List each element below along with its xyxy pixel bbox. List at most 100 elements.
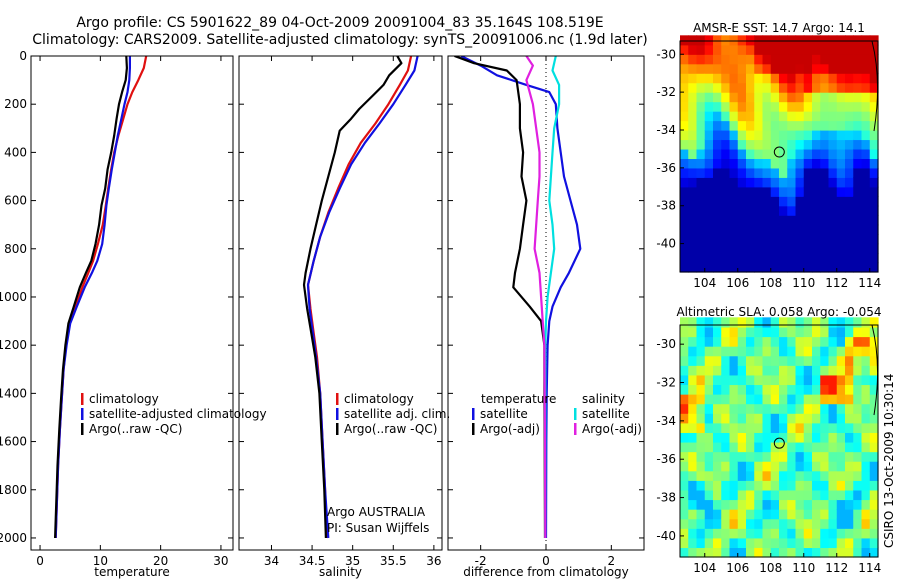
sst_map-xtick-label: 108 [759, 276, 782, 290]
sst_map-cell [812, 148, 821, 159]
sla_map-cell [704, 336, 714, 347]
sla_map-cell [812, 355, 821, 366]
sst_map-cell [688, 167, 698, 178]
sst_map-cell [803, 177, 813, 188]
sla_map-cell [754, 384, 764, 395]
sst_map-cell [828, 186, 838, 197]
sst_map-cell [779, 158, 788, 169]
sst_map-cell [803, 196, 813, 207]
sla_map-cell [828, 394, 838, 405]
sla_map-cell [779, 422, 788, 433]
sst_map-cell [787, 224, 797, 235]
sst_map-cell [853, 82, 863, 93]
sla_map-cell [795, 480, 805, 491]
depth-tick-label: 1800 [0, 483, 27, 497]
sla_map-cell [812, 499, 821, 510]
temperature-series-group [54, 56, 148, 539]
sst_map-cell [861, 63, 871, 74]
sst_map-cell [688, 54, 698, 65]
sst_map-cell [861, 253, 871, 264]
sst_map-cell [762, 148, 772, 159]
depth-tick-label: 2000 [0, 531, 27, 545]
sla_map-cell [770, 480, 780, 491]
sla_map-cell [836, 461, 846, 472]
sst_map-cell [803, 234, 813, 245]
sst_map-cell [820, 92, 830, 103]
sst_map-cell [828, 177, 838, 188]
sla_map-cell [820, 403, 830, 414]
sla_map-cell [812, 394, 821, 405]
temperature-axes-frame [30, 55, 234, 551]
sst_map-cell [688, 224, 698, 235]
sla_map-cell [869, 480, 879, 491]
sst_map-cell [795, 148, 805, 159]
sst_map-cell [812, 167, 821, 178]
sla_map-cell [746, 461, 755, 472]
sst_map-cell [680, 139, 689, 150]
temperature-legend-label: satellite-adjusted climatology [89, 407, 267, 421]
sst_map-cell [746, 224, 755, 235]
salinity-legend-label: satellite adj. clim. [344, 407, 450, 421]
sla_map-cell [787, 346, 797, 357]
difference-xtick-label: 0 [542, 554, 550, 568]
sst_map-cell [836, 262, 846, 273]
sla_map-cell [845, 365, 854, 376]
sst_map-cell [861, 35, 871, 46]
sst_map-cell [729, 73, 739, 84]
sst_map-ytick-label: -38 [656, 199, 676, 213]
sla_map-cell [803, 326, 813, 338]
sla_map-cell [729, 403, 739, 414]
sst_map-cell [820, 54, 830, 65]
sst_map-cell [836, 158, 846, 169]
sst_map-cell [820, 253, 830, 264]
sst_map-argo-marker [773, 146, 785, 158]
sst_map-cell [770, 224, 780, 235]
sla_map-cell [696, 480, 706, 491]
sst_map-cell [762, 101, 772, 112]
sst_map-cell [737, 262, 747, 273]
sst_map-cell [828, 139, 838, 150]
sst_map-cell [845, 186, 854, 197]
sla_map-cell [729, 489, 739, 501]
sst_map-cell [836, 73, 846, 84]
sst_map-cell [853, 253, 863, 264]
sla_map-cell [803, 317, 813, 328]
sla_map-cell [704, 346, 714, 357]
sla_map-cell [853, 470, 863, 481]
sst_map-cell [812, 224, 821, 235]
sla_map-cell [861, 384, 871, 395]
sst_map-cell [869, 111, 879, 122]
sla_map-cell [721, 441, 731, 453]
sst_map-cell [762, 120, 772, 131]
sla_map-cell [779, 384, 788, 395]
sst_map-cell [787, 148, 797, 159]
sla_map-cell [820, 422, 830, 433]
sla_map-cell [845, 384, 854, 395]
sla_map-cell [845, 355, 854, 366]
sla_map-cell [746, 355, 755, 366]
sla_map-cell [869, 403, 879, 414]
sst_map-cell [770, 262, 780, 273]
sst_map-cell [820, 120, 830, 131]
sst_map-cell [787, 139, 797, 150]
sst_map-cell [713, 35, 722, 46]
sst_map-cell [746, 111, 755, 122]
sst_map-cell [803, 243, 813, 254]
sst_map-cell [828, 224, 838, 235]
sla_map-cell [861, 509, 871, 520]
sla_map-cell [754, 432, 764, 443]
sla_map-cell [737, 547, 747, 558]
sla_map-cell [713, 461, 722, 472]
sst_map-cell [795, 82, 805, 93]
sst_map-cell [795, 262, 805, 273]
sst_map-cell [721, 148, 731, 159]
difference-series-temperature-argo-adj- [454, 56, 547, 539]
sla_map-cell [828, 403, 838, 414]
sla_map-cell [696, 547, 706, 558]
sla_map-cell [680, 317, 689, 328]
sst_map-cell [828, 167, 838, 178]
sla_map-cell [746, 326, 755, 338]
sla_map-cell [754, 499, 764, 510]
sst_map-cell [704, 101, 714, 112]
difference-salinity-legend-label: salinity [582, 392, 625, 406]
